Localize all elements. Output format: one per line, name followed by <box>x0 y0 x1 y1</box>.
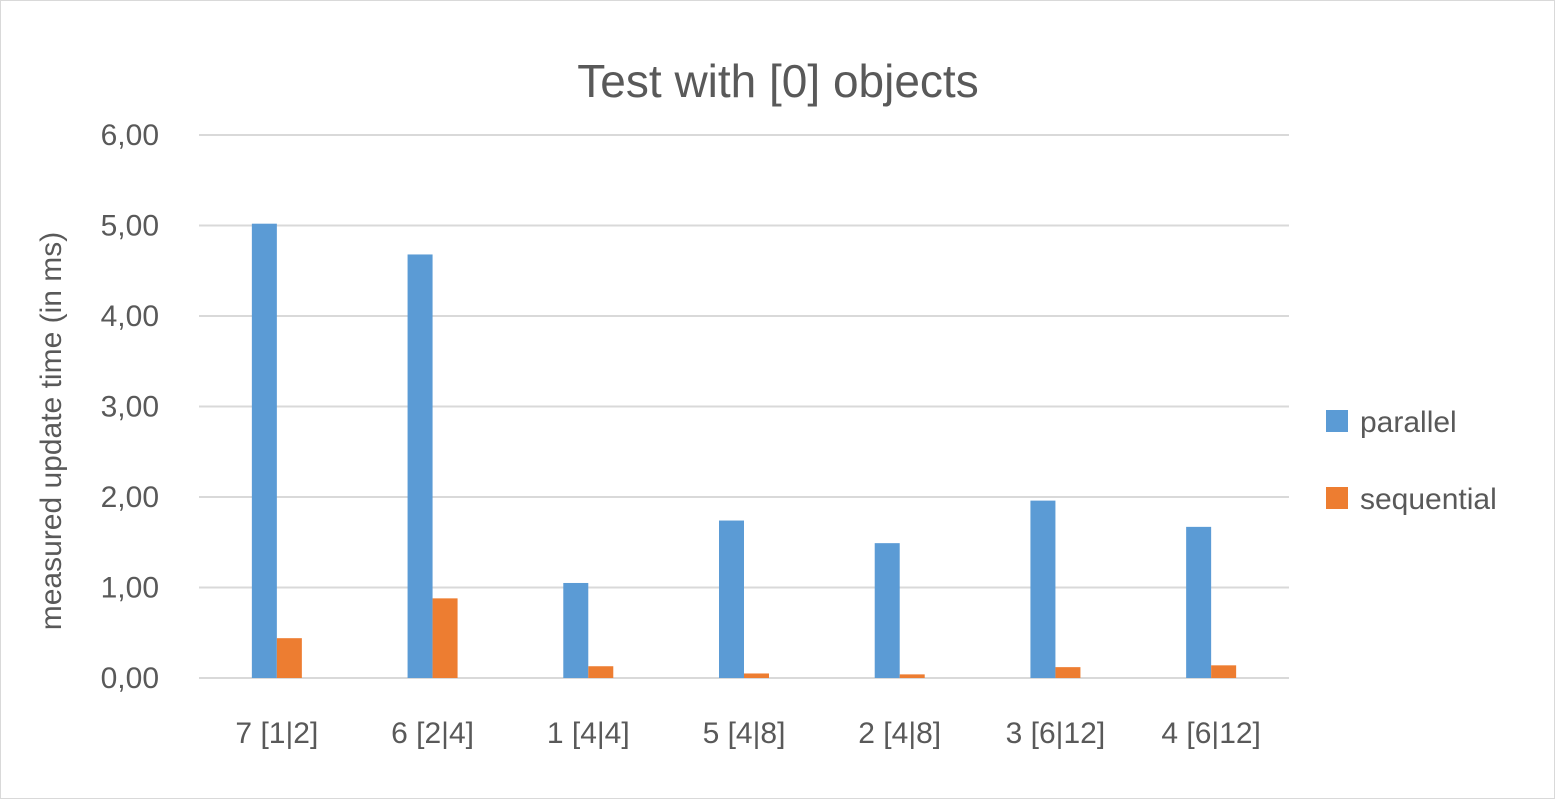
bar-parallel <box>1030 500 1056 678</box>
legend-swatch-sequential <box>1326 487 1348 509</box>
x-tick-label: 1 [4|4] <box>547 717 630 750</box>
x-tick-label: 7 [1|2] <box>235 717 318 750</box>
bar-sequential <box>588 666 614 678</box>
legend: parallel sequential <box>1326 406 1497 516</box>
bar-sequential <box>1211 665 1237 678</box>
bars <box>251 223 1237 678</box>
bar-parallel <box>407 254 433 678</box>
x-axis-ticks: 7 [1|2] 6 [2|4] 1 [4|4] 5 [4|8] 2 [4|8] 3 [6|… <box>235 717 1260 750</box>
x-tick-label: 6 [2|4] <box>391 717 474 750</box>
legend-swatch-parallel <box>1326 410 1348 432</box>
bar-parallel <box>1186 526 1212 678</box>
y-tick-label: 2,00 <box>101 481 159 514</box>
y-axis-ticks: 0,00 1,00 2,00 3,00 4,00 5,00 6,00 <box>101 119 159 695</box>
y-axis-label: measured update time (in ms) <box>35 232 68 631</box>
x-tick-label: 3 [6|12] <box>1006 717 1106 750</box>
bar-parallel <box>874 543 900 678</box>
y-tick-label: 5,00 <box>101 210 159 243</box>
bar-sequential <box>1055 667 1081 678</box>
legend-label-parallel: parallel <box>1360 406 1457 439</box>
legend-label-sequential: sequential <box>1360 483 1497 516</box>
bar-parallel <box>563 582 589 678</box>
bar-sequential <box>432 598 458 678</box>
x-tick-label: 2 [4|8] <box>858 717 941 750</box>
y-tick-label: 3,00 <box>101 391 159 424</box>
bar-parallel <box>719 520 744 678</box>
y-tick-label: 1,00 <box>101 572 159 605</box>
x-tick-label: 5 [4|8] <box>703 717 786 750</box>
y-tick-label: 6,00 <box>101 119 159 152</box>
bar-sequential <box>744 673 769 678</box>
chart-title: Test with [0] objects <box>577 55 978 107</box>
y-tick-label: 4,00 <box>101 300 159 333</box>
y-tick-label: 0,00 <box>101 662 159 695</box>
bar-sequential <box>276 638 302 678</box>
bar-parallel <box>251 223 277 678</box>
grid-lines <box>199 134 1289 679</box>
bar-sequential <box>899 674 925 678</box>
x-tick-label: 4 [6|12] <box>1161 717 1261 750</box>
